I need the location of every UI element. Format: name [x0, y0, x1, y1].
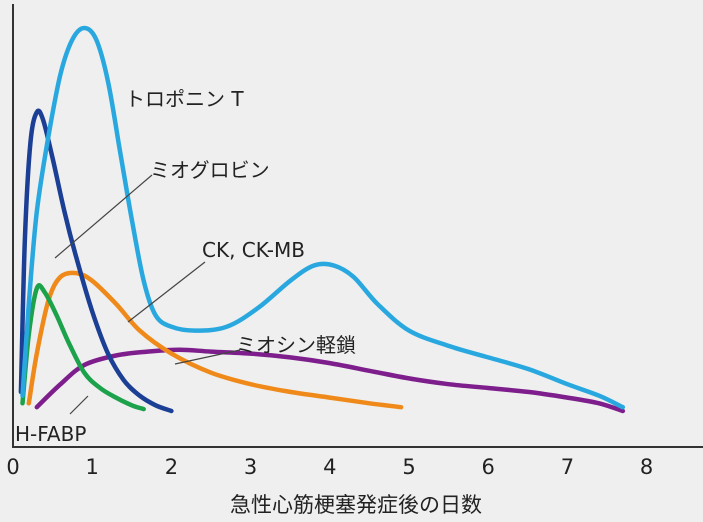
leader-lines: [54, 174, 241, 415]
x-tick-label: 4: [323, 455, 336, 479]
x-tick-label: 1: [86, 455, 99, 479]
x-axis-title: 急性心筋梗塞発症後の日数: [230, 493, 482, 517]
series-line-troponin-t: [20, 25, 626, 410]
label-myoglobin: ミオグロビン: [150, 158, 270, 182]
series-line-myoglobin: [18, 108, 174, 414]
x-tick-label: 6: [482, 455, 495, 479]
label-troponin-t: トロポニン T: [125, 87, 244, 111]
label-myosin-light-chain: ミオシン軽鎖: [236, 333, 356, 357]
label-h-fabp: H-FABP: [15, 422, 86, 446]
x-tick-label: 0: [6, 455, 19, 479]
x-tick-label: 5: [402, 455, 415, 479]
leader-h-fabp: [69, 395, 89, 415]
series-line-h-fabp: [20, 283, 146, 412]
x-tick-label: 2: [165, 455, 178, 479]
x-ticks: 0 1 2 3 4 5 6 7 8: [6, 455, 653, 479]
x-tick-label: 8: [640, 455, 653, 479]
series-lines: [18, 25, 626, 414]
leader-myosin-light-chain: [174, 349, 241, 365]
label-ck-ckmb: CK, CK-MB: [202, 238, 305, 262]
leader-ck-ckmb: [127, 261, 206, 323]
series-line-ck-ckmb: [26, 270, 404, 410]
series-line-myosin-light-chain: [34, 347, 626, 414]
x-tick-label: 3: [244, 455, 257, 479]
leader-myoglobin: [54, 174, 153, 259]
x-tick-label: 7: [561, 455, 574, 479]
